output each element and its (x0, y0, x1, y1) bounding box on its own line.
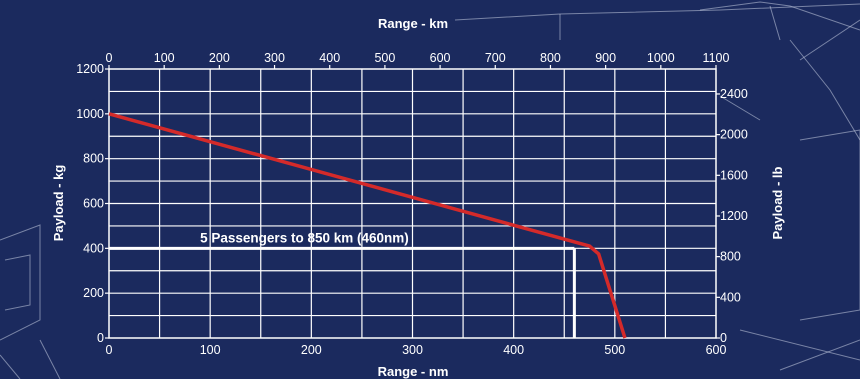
x-tick-label-km: 800 (540, 51, 561, 65)
series-group (108, 112, 627, 339)
y-tick-label-kg: 0 (97, 331, 104, 345)
x-tick-label-km: 0 (106, 51, 113, 65)
x-axis-title-bottom: Range - nm (378, 364, 449, 379)
x-tick-label-km: 100 (154, 51, 175, 65)
x-tick-label-nm: 600 (706, 343, 727, 357)
x-axis-title-top: Range - km (378, 16, 448, 31)
y-tick-label-kg: 600 (83, 197, 104, 211)
y-axis-title-right: Payload - lb (770, 166, 785, 239)
y-tick-label-kg: 400 (83, 241, 104, 255)
chart-axes (105, 65, 720, 339)
x-tick-label-km: 1000 (647, 51, 675, 65)
y-tick-label-kg: 1200 (76, 62, 104, 76)
y-tick-label-lb: 2400 (720, 87, 748, 101)
y-tick-label-kg: 1000 (76, 107, 104, 121)
y-tick-label-lb: 0 (720, 331, 727, 345)
x-tick-label-km: 600 (430, 51, 451, 65)
x-tick-label-km: 300 (264, 51, 285, 65)
y-tick-label-kg: 200 (83, 286, 104, 300)
y-tick-label-lb: 1600 (720, 168, 748, 182)
x-tick-label-km: 200 (209, 51, 230, 65)
chart-grid (109, 69, 716, 338)
y-axis-title-left: Payload - kg (51, 165, 66, 242)
y-tick-label-lb: 2000 (720, 128, 748, 142)
x-tick-label-km: 400 (319, 51, 340, 65)
x-tick-label-km: 1100 (703, 51, 730, 65)
y-tick-label-lb: 400 (720, 290, 741, 304)
payload-range-line (108, 112, 627, 339)
x-tick-label-nm: 300 (402, 343, 423, 357)
x-tick-label-km: 700 (485, 51, 506, 65)
annotation-label: 5 Passengers to 850 km (460nm) (200, 230, 409, 245)
y-tick-label-lb: 800 (720, 250, 741, 264)
x-tick-label-nm: 500 (604, 343, 625, 357)
x-tick-label-nm: 400 (503, 343, 524, 357)
y-tick-label-kg: 800 (83, 152, 104, 166)
x-tick-label-nm: 200 (301, 343, 322, 357)
annotation-group: 5 Passengers to 850 km (460nm) (109, 230, 576, 338)
x-tick-label-km: 500 (374, 51, 395, 65)
x-tick-label-km: 900 (595, 51, 616, 65)
x-tick-label-nm: 0 (106, 343, 113, 357)
y-tick-label-lb: 1200 (720, 209, 748, 223)
x-tick-label-nm: 100 (200, 343, 221, 357)
